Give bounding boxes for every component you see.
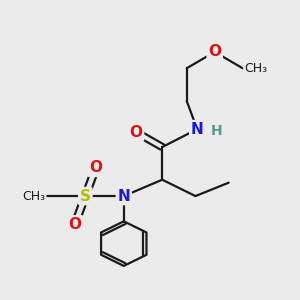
Text: O: O xyxy=(208,44,221,59)
Text: O: O xyxy=(89,160,102,175)
Text: H: H xyxy=(211,124,222,138)
Text: N: N xyxy=(117,189,130,204)
Text: O: O xyxy=(130,125,142,140)
Text: S: S xyxy=(80,189,91,204)
Text: CH₃: CH₃ xyxy=(244,62,268,75)
Text: CH₃: CH₃ xyxy=(22,190,45,202)
Text: O: O xyxy=(68,217,81,232)
Text: N: N xyxy=(191,122,204,137)
